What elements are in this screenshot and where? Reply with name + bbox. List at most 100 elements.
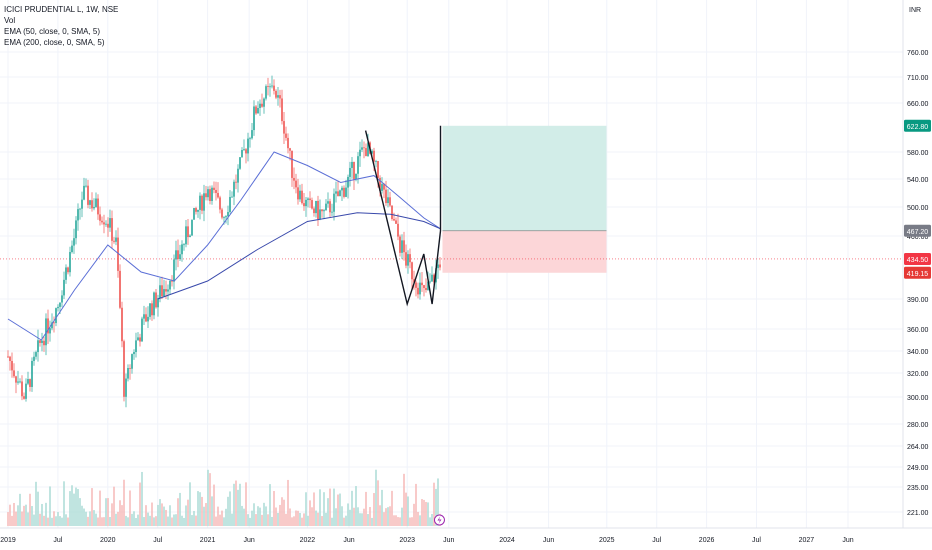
volume-bar — [253, 503, 255, 526]
volume-bar — [27, 512, 29, 526]
candle — [419, 282, 421, 295]
volume-bar — [279, 504, 281, 526]
volume-bar — [369, 507, 371, 526]
candle — [391, 205, 393, 219]
volume-bar — [249, 517, 251, 526]
candle — [187, 226, 189, 238]
candle — [365, 148, 367, 157]
volume-bar — [421, 499, 423, 526]
candle — [291, 150, 293, 178]
volume-bar — [309, 500, 311, 526]
volume-bar — [35, 481, 37, 526]
volume-bar — [355, 486, 357, 526]
legend-vol[interactable]: Vol — [4, 16, 16, 25]
candle — [43, 340, 45, 346]
volume-bar — [203, 506, 205, 526]
candle — [307, 198, 309, 200]
candle — [437, 264, 439, 269]
volume-bar — [133, 511, 135, 526]
volume-bar — [395, 515, 397, 526]
candle — [145, 314, 147, 322]
candle — [293, 177, 295, 181]
volume-bar — [303, 513, 305, 526]
price-tick-label: 710.00 — [907, 75, 929, 82]
time-tick-label: 2023 — [399, 537, 415, 544]
candle — [261, 103, 263, 107]
time-tick-label: Jul — [153, 537, 162, 544]
candle — [197, 209, 199, 212]
time-tick-label: Jun — [244, 537, 255, 544]
time-tick-label: Jun — [842, 537, 853, 544]
candle — [83, 185, 85, 200]
earnings-marker[interactable] — [433, 514, 445, 526]
candle — [143, 314, 145, 319]
volume-bar — [263, 502, 265, 526]
candle — [213, 187, 215, 190]
volume-bar — [103, 517, 105, 526]
candle — [421, 282, 423, 286]
volume-bar — [191, 515, 193, 526]
volume-bar — [159, 499, 161, 526]
candle — [357, 156, 359, 174]
volume-bar — [335, 508, 337, 526]
candle — [59, 302, 61, 307]
volume-bar — [333, 488, 335, 526]
candle — [53, 322, 55, 324]
candle — [231, 196, 233, 198]
volume-bar — [179, 492, 181, 526]
volume-bar — [401, 507, 403, 526]
candle — [413, 279, 415, 283]
volume-bar — [71, 485, 73, 526]
volume-bar — [97, 517, 99, 526]
volume-bar — [15, 511, 17, 526]
volume-bar — [21, 511, 23, 526]
symbol-title[interactable]: ICICI PRUDENTIAL L, 1W, NSE — [4, 5, 119, 14]
candle — [135, 340, 137, 353]
candle — [27, 379, 29, 384]
candle — [429, 281, 431, 283]
volume-bar — [295, 510, 297, 526]
volume-bar — [291, 517, 293, 526]
candle — [61, 295, 63, 303]
pattern-drawing[interactable] — [364, 125, 442, 307]
price-axis[interactable]: INR 760.00 710.00 660.00 580.00 540.00 500.00 4… — [902, 0, 929, 528]
volume-bar — [211, 496, 213, 526]
candle — [109, 218, 111, 228]
time-tick-label: 2020 — [100, 537, 116, 544]
candle — [97, 198, 99, 215]
candle — [165, 289, 167, 292]
candle — [337, 191, 339, 197]
candle — [251, 130, 253, 139]
time-axis[interactable]: 2019 Jul 2020 Jul 2021 Jun 2022 Jun 2023 Jun 2024 J… — [0, 527, 932, 544]
volume-bar — [57, 512, 59, 526]
volume-bar — [425, 501, 427, 526]
candle — [375, 161, 377, 162]
candle — [353, 161, 355, 180]
candle — [315, 200, 317, 214]
volume-bar — [365, 491, 367, 526]
candle — [155, 292, 157, 308]
candle — [41, 340, 43, 343]
volume-bar — [343, 517, 345, 526]
candle — [237, 168, 239, 183]
volume-bar — [187, 499, 189, 526]
volume-bar — [389, 506, 391, 526]
volume-bar — [275, 507, 277, 526]
candle — [81, 199, 83, 209]
volume-bar — [363, 508, 365, 526]
legend-ema50[interactable]: EMA (50, close, 0, SMA, 5) — [4, 27, 101, 36]
volume-bar — [171, 517, 173, 526]
price-badge-last-text: 434.50 — [907, 257, 929, 264]
volume-bar — [41, 503, 43, 526]
candle — [23, 396, 25, 399]
candle — [215, 189, 217, 193]
volume-bar — [345, 515, 347, 526]
price-tick-label: 340.00 — [907, 349, 929, 356]
candle — [17, 381, 19, 383]
candle — [297, 187, 299, 200]
legend-ema200[interactable]: EMA (200, close, 0, SMA, 5) — [4, 38, 105, 47]
volume-bar — [63, 481, 65, 526]
volume-bar — [59, 516, 61, 526]
candle — [377, 161, 379, 178]
